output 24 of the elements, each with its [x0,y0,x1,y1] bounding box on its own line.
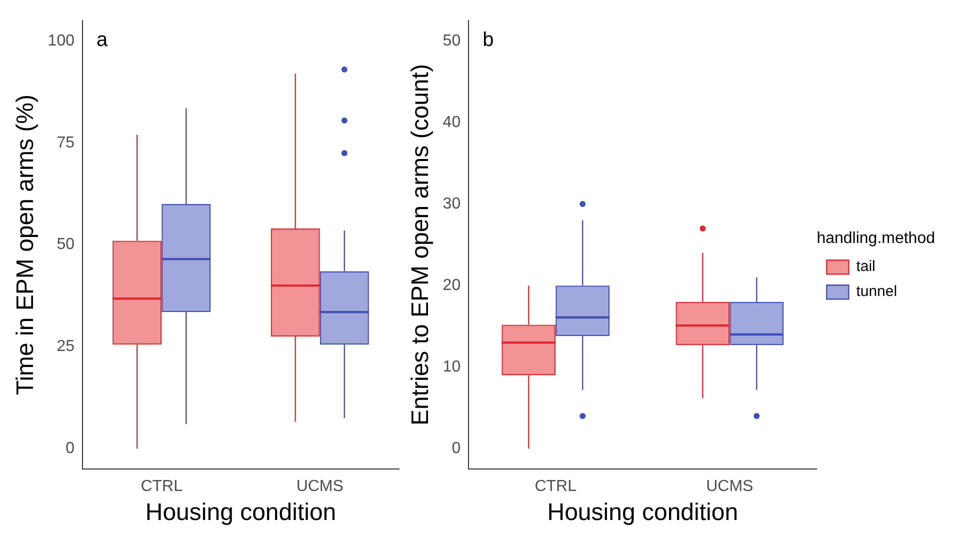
legend-label: tail [856,258,876,276]
y-tick-label: 10 [442,358,461,376]
y-tick-label: 50 [442,32,461,50]
x-axis-title: Housing condition [547,499,738,526]
y-tick-label: 75 [56,134,75,152]
x-axis-title: Housing condition [145,499,336,526]
y-tick-label: 20 [442,276,461,294]
y-tick-label: 100 [48,32,75,50]
x-tick-label: CTRL [140,478,183,496]
y-tick-label: 50 [56,236,75,254]
y-tick-label: 25 [56,338,75,356]
y-tick-label: 40 [442,114,461,131]
x-tick-label: UCMS [296,478,344,496]
y-axis-title: Time in EPM open arms (%) [12,94,40,396]
x-tick-label: CTRL [534,478,577,496]
y-tick-label: 30 [442,195,461,212]
y-tick-label: 0 [66,440,75,458]
x-tick-label: UCMS [706,478,754,496]
annotation: b [482,29,494,52]
y-tick-label: 0 [452,440,461,458]
annotation: a [96,29,108,52]
y-axis-title: Entries to EPM open arms (count) [407,64,434,426]
legend-title: handling.method [816,230,935,247]
legend-label: tunnel [856,283,898,300]
